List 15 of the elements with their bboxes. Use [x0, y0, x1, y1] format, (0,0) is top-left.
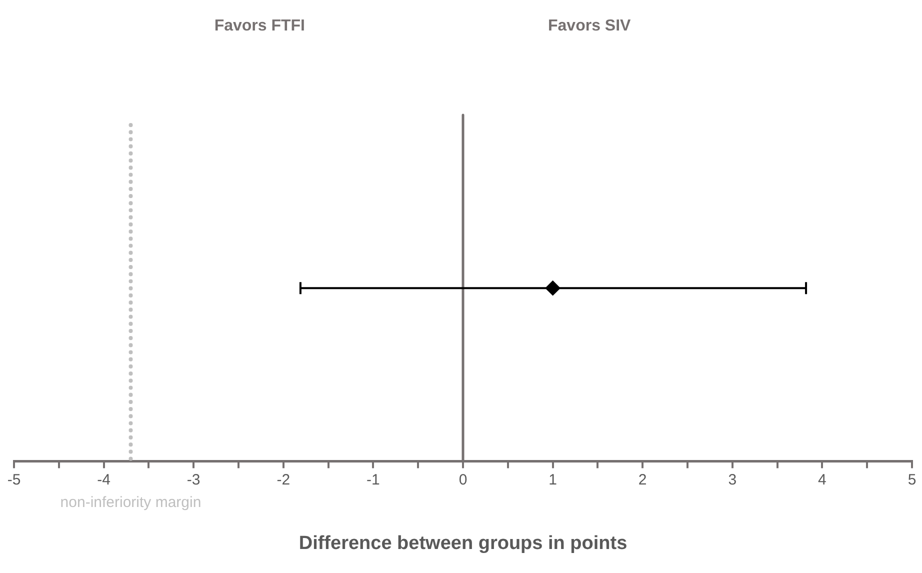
x-tick-label: 4 [818, 471, 826, 488]
x-tick-label: -5 [7, 471, 21, 488]
x-tick-label: -1 [366, 471, 380, 488]
x-axis-title: Difference between groups in points [298, 532, 628, 554]
ref-line-label: non-inferiority margin [60, 494, 202, 511]
text: Favors FTFI [214, 17, 305, 34]
x-tick-label: -3 [186, 471, 200, 488]
text: Favors SIV [548, 17, 632, 34]
x-tick-label: 0 [458, 471, 468, 488]
x-tick-label: -4 [97, 471, 110, 488]
x-tick-label: -2 [276, 471, 290, 488]
x-tick-label: 2 [638, 471, 647, 488]
x-tick-label: 1 [548, 471, 557, 488]
x-tick-label: 3 [728, 471, 737, 488]
x-tick-label: 5 [908, 471, 916, 488]
